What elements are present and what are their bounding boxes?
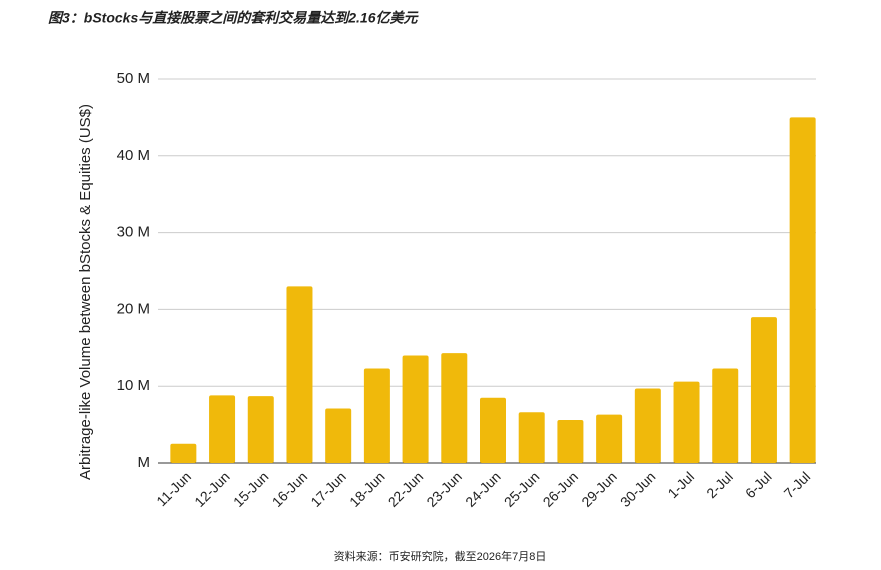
y-tick-label: M (138, 454, 151, 471)
bar (363, 368, 390, 463)
x-tick-label: 1-Jul (664, 468, 697, 501)
x-tick-label: 23-Jun (423, 468, 465, 510)
x-tick-label: 18-Jun (346, 468, 388, 510)
x-tick-label: 26-Jun (540, 468, 582, 510)
bar (557, 419, 584, 463)
x-tick-label: 15-Jun (230, 468, 272, 510)
source: 资料来源：币安研究院，截至2026年7月8日 (334, 549, 547, 563)
y-tick-label: 30 M (117, 224, 150, 241)
x-tick-label: 25-Jun (501, 468, 543, 510)
bar (286, 286, 313, 463)
y-axis-label: Arbitrage-like Volume between bStocks & … (77, 104, 94, 480)
bar (441, 353, 468, 463)
bar (402, 355, 429, 463)
bar (170, 443, 197, 463)
y-tick-label: 10 M (117, 377, 150, 394)
bar (634, 388, 661, 463)
x-tick-label: 2-Jul (703, 468, 736, 501)
x-tick-label: 7-Jul (781, 468, 814, 501)
chart-title: 图3：bStocks与直接股票之间的套利交易量达到2.16亿美元 (48, 10, 419, 26)
bar (518, 412, 545, 463)
y-tick-label: 50 M (117, 70, 150, 87)
bar (673, 381, 700, 463)
x-tick-label: 22-Jun (385, 468, 427, 510)
x-tick-label: 17-Jun (307, 468, 349, 510)
bar (750, 317, 777, 463)
bar (596, 414, 623, 463)
x-tick-label: 11-Jun (153, 468, 194, 509)
bar (712, 368, 739, 463)
bar (480, 397, 506, 463)
x-tick-label: 30-Jun (617, 468, 659, 510)
x-tick-label: 12-Jun (191, 468, 233, 510)
bar (209, 395, 236, 463)
y-tick-label: 20 M (117, 300, 150, 317)
bar (789, 117, 816, 464)
x-tick-label: 29-Jun (578, 468, 620, 510)
x-tick-label: 6-Jul (742, 468, 775, 501)
y-tick-label: 40 M (117, 147, 150, 164)
bar (247, 396, 274, 463)
x-tick-label: 16-Jun (269, 468, 311, 510)
x-tick-label: 24-Jun (462, 468, 504, 510)
bar (325, 408, 352, 463)
